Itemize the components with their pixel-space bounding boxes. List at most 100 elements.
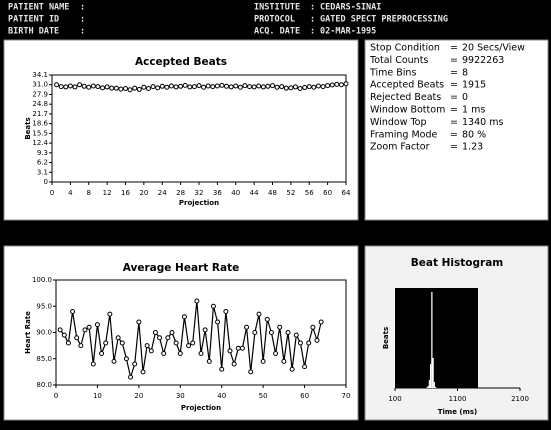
info-label: Window Bottom: [370, 105, 445, 116]
x-tick-label: 0: [54, 392, 58, 400]
data-point: [103, 340, 109, 346]
x-tick-label: 20: [139, 189, 148, 197]
data-point: [177, 351, 183, 356]
info-value: 1340 ms: [462, 117, 503, 128]
x-tick-label: 44: [250, 189, 259, 197]
data-point: [54, 82, 60, 88]
x-tick-label: 60: [323, 189, 332, 197]
data-point: [214, 83, 220, 89]
data-point: [118, 86, 124, 92]
data-point: [119, 340, 125, 346]
y-tick-label: 85.0: [36, 355, 52, 363]
info-value: 20 Secs/View: [462, 43, 525, 54]
data-point: [315, 83, 321, 89]
info-label: Rejected Beats: [370, 92, 441, 103]
data-point: [277, 324, 283, 330]
data-point: [210, 303, 216, 309]
data-point: [74, 335, 80, 341]
y-axis-label: Heart Rate: [24, 311, 32, 354]
data-point: [100, 85, 106, 91]
data-point: [231, 361, 237, 367]
data-point: [72, 84, 78, 90]
data-point: [150, 84, 156, 90]
header-colon: :: [310, 15, 315, 25]
x-tick-label: 52: [286, 189, 295, 197]
data-point: [107, 311, 113, 317]
data-point: [173, 340, 179, 346]
info-value: 1915: [462, 80, 486, 91]
chart-title: Accepted Beats: [135, 56, 227, 68]
data-point: [182, 82, 188, 88]
data-point: [65, 340, 71, 346]
data-point: [94, 322, 100, 328]
data-point: [140, 369, 146, 375]
panel: [3, 39, 359, 221]
info-eq: =: [450, 67, 458, 78]
data-point: [206, 358, 212, 364]
data-point: [61, 332, 67, 338]
x-tick-label: 20: [134, 392, 143, 400]
y-tick-label: 12.4: [32, 139, 48, 147]
data-point: [81, 83, 87, 89]
x-axis-label: Projection: [179, 199, 219, 207]
x-tick-label: 48: [268, 189, 277, 197]
data-point: [198, 351, 204, 356]
y-axis-label: Beats: [24, 117, 32, 139]
y-axis-label: Beats: [382, 327, 390, 349]
data-point: [224, 83, 230, 89]
header-label: PATIENT NAME: [8, 3, 69, 13]
data-point: [285, 330, 291, 335]
info-value: 0: [462, 92, 468, 103]
data-point: [152, 330, 158, 335]
data-point: [113, 85, 119, 91]
header-label: BIRTH DATE: [8, 27, 59, 37]
info-label: Accepted Beats: [370, 80, 444, 91]
data-point: [260, 84, 266, 90]
header-value: CEDARS-SINAI: [320, 3, 381, 13]
y-tick-label: 90.0: [36, 329, 52, 337]
x-tick-label: 30: [176, 392, 185, 400]
data-point: [173, 84, 179, 90]
data-point: [242, 83, 248, 89]
data-point: [145, 85, 151, 91]
data-point: [248, 369, 254, 375]
x-tick-label: 32: [195, 189, 204, 197]
y-tick-label: 3.1: [37, 168, 48, 176]
data-point: [57, 327, 63, 333]
info-label: Total Counts: [369, 55, 428, 66]
data-point: [127, 87, 133, 93]
data-point: [306, 340, 312, 346]
x-tick-label: 56: [305, 189, 314, 197]
data-point: [141, 84, 147, 90]
x-tick-label: 64: [342, 189, 351, 197]
data-point: [244, 324, 250, 330]
header-label: PROTOCOL: [254, 15, 295, 25]
data-point: [115, 335, 121, 341]
histogram-bar: [428, 380, 430, 388]
header-value: GATED SPECT PREPROCESSING: [320, 15, 448, 25]
info-label: Window Top: [370, 117, 427, 128]
data-point: [281, 358, 287, 364]
data-point: [99, 351, 105, 356]
data-point: [289, 366, 295, 372]
data-point: [123, 85, 128, 91]
data-point: [247, 84, 253, 90]
data-point: [306, 84, 312, 90]
info-eq: =: [450, 117, 458, 128]
data-point: [334, 81, 340, 87]
info-eq: =: [450, 142, 458, 153]
data-point: [235, 345, 241, 351]
panel: [364, 39, 549, 221]
data-point: [274, 84, 280, 90]
data-point: [265, 83, 271, 89]
data-point: [310, 324, 316, 330]
data-point: [178, 83, 184, 89]
data-point: [169, 330, 175, 335]
data-point: [219, 366, 225, 372]
info-eq: =: [450, 80, 458, 91]
data-point: [78, 343, 84, 349]
x-tick-label: 40: [217, 392, 226, 400]
header-value: 02-MAR-1995: [320, 27, 376, 37]
data-point: [191, 84, 197, 90]
